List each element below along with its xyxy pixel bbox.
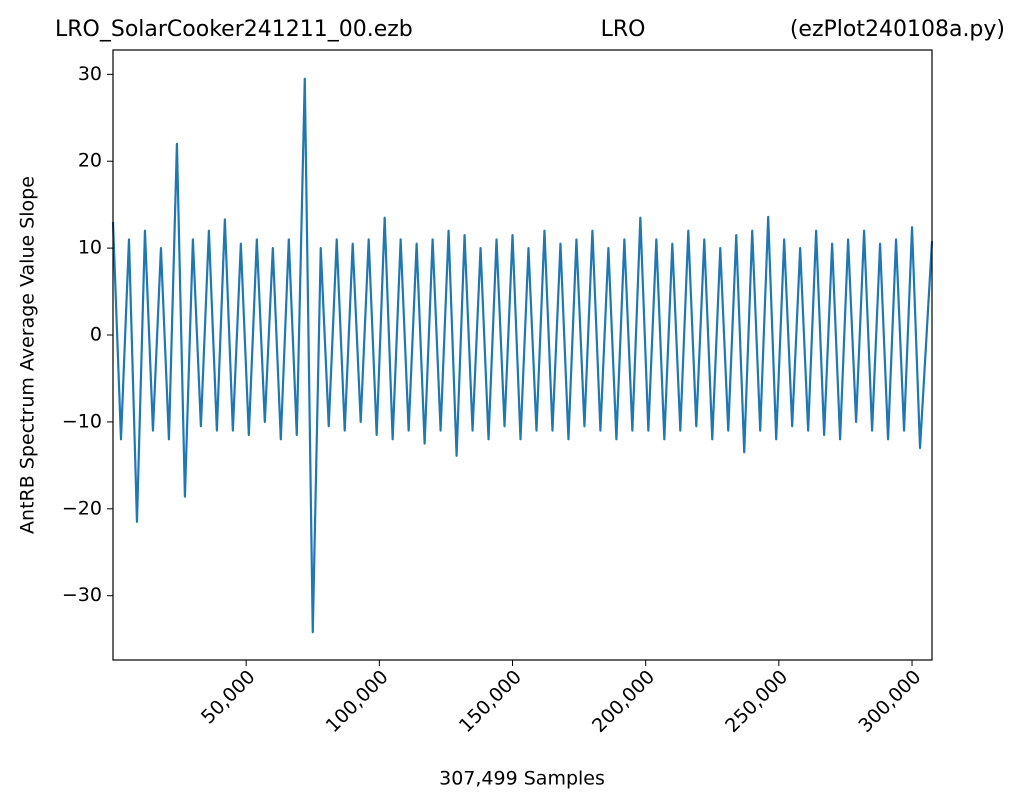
y-tick-label: −10 bbox=[62, 410, 102, 432]
x-tick-label: 200,000 bbox=[588, 666, 659, 737]
y-tick-label: 0 bbox=[90, 324, 102, 346]
chart-title: LRO_SolarCooker241211_00.ezb bbox=[55, 17, 413, 42]
y-tick-label: −20 bbox=[62, 497, 102, 519]
x-tick-label: 150,000 bbox=[455, 666, 526, 737]
data-line bbox=[111, 77, 934, 634]
y-tick-label: −30 bbox=[62, 584, 102, 606]
x-tick-label: 250,000 bbox=[721, 666, 792, 737]
y-tick-label: 30 bbox=[78, 63, 102, 85]
x-tick-label: 50,000 bbox=[197, 666, 260, 729]
x-axis-label: 307,499 Samples bbox=[439, 768, 605, 790]
x-tick-label: 100,000 bbox=[322, 666, 393, 737]
y-axis-label: AntRB Spectrum Average Value Slope bbox=[17, 176, 39, 534]
x-tick-label: 300,000 bbox=[854, 666, 925, 737]
plot-frame bbox=[112, 49, 933, 661]
chart-title: (ezPlot240108a.py) bbox=[790, 17, 1005, 42]
y-tick-label: 20 bbox=[78, 150, 102, 172]
y-tick-label: 10 bbox=[78, 237, 102, 259]
chart-title: LRO bbox=[601, 17, 646, 42]
